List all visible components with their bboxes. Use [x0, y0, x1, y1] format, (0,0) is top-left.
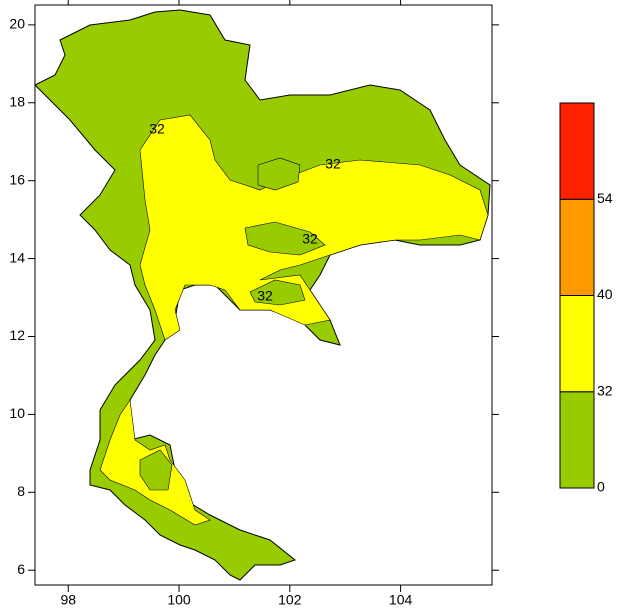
map-frame [34, 4, 493, 586]
map [34, 9, 491, 581]
colorbar-label: 54 [597, 190, 613, 206]
y-tick-label: 10 [9, 405, 25, 421]
colorbar-label: 32 [597, 382, 613, 398]
colorbar-label: 0 [597, 479, 605, 495]
y-tick-label: 16 [9, 171, 25, 187]
green-zone [139, 449, 173, 491]
green-zone [249, 279, 306, 306]
colorbar-band [559, 295, 595, 393]
contour-label: 32 [302, 231, 318, 247]
x-tick-label: 98 [60, 592, 76, 608]
colorbar-band [559, 391, 595, 489]
x-tick-label: 104 [389, 592, 413, 608]
colorbar-band [559, 198, 595, 296]
green-zone [257, 157, 301, 191]
x-tick-label: 100 [167, 592, 191, 608]
colorbar-band [559, 102, 595, 200]
y-tick-label: 8 [17, 483, 25, 499]
y-tick-label: 6 [17, 561, 25, 577]
contour-label: 32 [149, 121, 165, 137]
y-tick-label: 12 [9, 327, 25, 343]
y-tick-label: 18 [9, 93, 25, 109]
contour-label: 32 [325, 156, 341, 172]
x-tick-label: 102 [278, 592, 302, 608]
y-tick-label: 14 [9, 249, 25, 265]
green-zone [244, 221, 326, 256]
contour-label: 32 [257, 288, 273, 304]
y-tick-label: 20 [9, 16, 25, 32]
colorbar-label: 40 [597, 286, 613, 302]
